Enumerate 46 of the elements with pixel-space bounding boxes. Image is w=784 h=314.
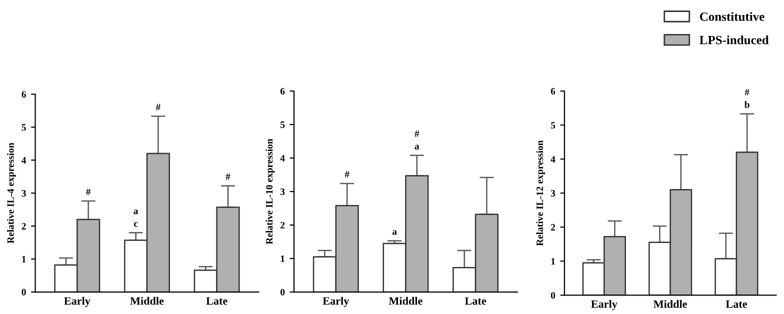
y-tick-label: 6 — [22, 91, 26, 98]
x-tick-label: Late — [206, 297, 228, 305]
annotation: # — [226, 173, 230, 180]
x-tick-label: Middle — [388, 296, 422, 305]
y-tick-label: 6 — [280, 88, 285, 95]
annotation: c — [134, 222, 138, 227]
legend-label: Constitutive — [700, 12, 764, 21]
annotation: # — [344, 171, 350, 178]
y-tick-label: 3 — [280, 188, 285, 196]
annotation: a — [134, 210, 138, 214]
y-axis-title: Relative IL-12 expression — [536, 140, 546, 246]
x-tick-label: Early — [591, 300, 618, 310]
y-tick-label: 1 — [280, 255, 284, 262]
annotation: # — [86, 188, 91, 196]
x-tick-label: Early — [64, 296, 90, 307]
y-tick-label: 3 — [22, 190, 26, 197]
y-tick-label: 1 — [22, 256, 26, 262]
x-tick-label: Middle — [130, 296, 164, 305]
annotation: # — [414, 130, 420, 137]
y-tick-label: 4 — [22, 157, 26, 164]
annotation: # — [156, 104, 160, 110]
y-tick-label: 0 — [22, 288, 26, 296]
y-axis-title: Relative IL-10 expression — [266, 138, 275, 244]
y-tick-label: 2 — [22, 223, 26, 230]
x-tick-label: Late — [464, 297, 486, 305]
x-tick-label: Early — [322, 296, 350, 307]
x-tick-label: Middle — [654, 300, 688, 308]
y-tick-label: 6 — [550, 88, 556, 95]
y-axis-title: Relative IL-4 expression — [7, 142, 16, 244]
y-tick-label: 2 — [551, 224, 556, 230]
legend-label: LPS-induced — [700, 35, 769, 44]
y-tick-label: 0 — [280, 288, 285, 296]
y-tick-label: 1 — [551, 258, 555, 265]
x-tick-label: Late — [726, 300, 747, 308]
y-tick-label: 5 — [280, 122, 285, 128]
y-tick-label: 3 — [550, 190, 556, 197]
annotation: a — [414, 144, 420, 150]
y-tick-label: 5 — [550, 122, 556, 129]
annotation: # — [744, 88, 750, 96]
y-tick-label: 2 — [280, 222, 285, 228]
y-tick-label: 5 — [22, 124, 26, 131]
annotation: a — [392, 230, 397, 235]
y-tick-label: 4 — [550, 156, 556, 162]
y-tick-label: 0 — [550, 292, 556, 299]
annotation: b — [744, 101, 750, 108]
y-tick-label: 4 — [280, 155, 285, 162]
